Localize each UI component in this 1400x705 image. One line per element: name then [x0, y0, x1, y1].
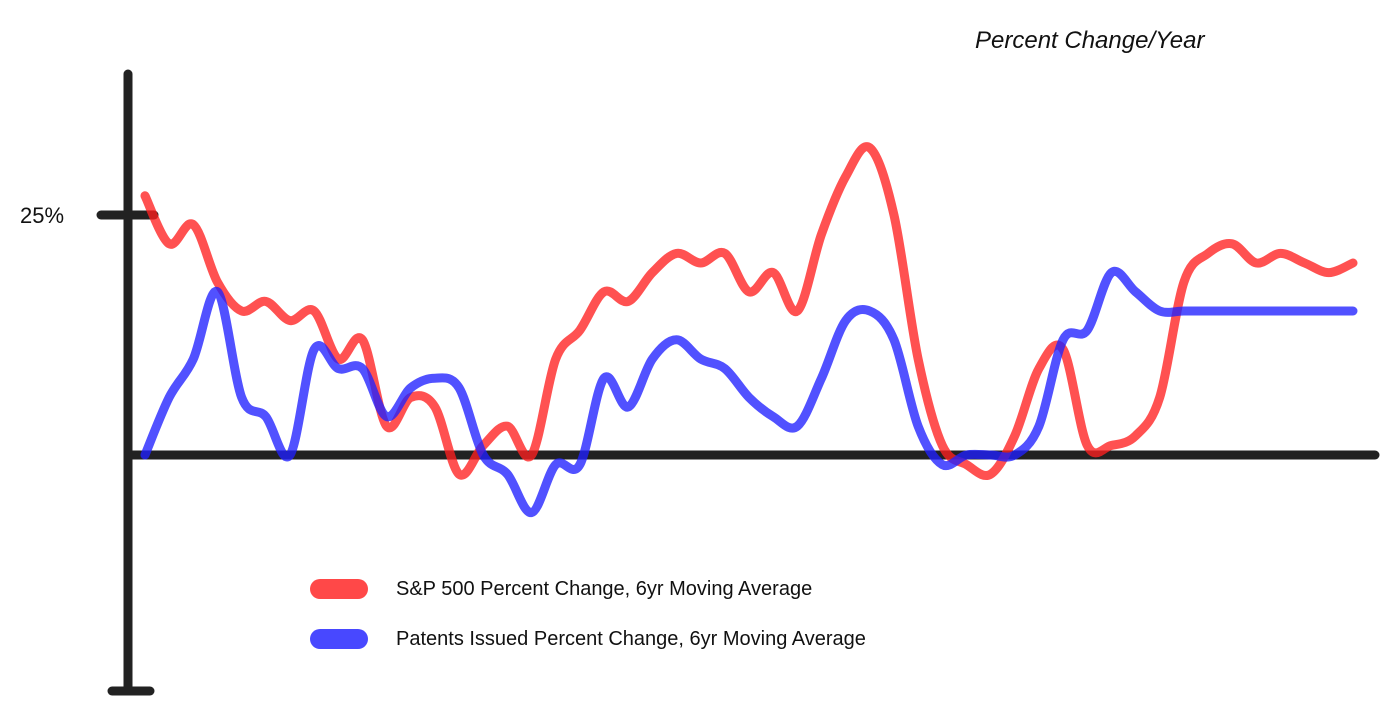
- chart-title: Percent Change/Year: [975, 27, 1205, 54]
- series-layer: [140, 142, 1358, 518]
- tick-layer: 25%: [20, 203, 159, 228]
- legend-label-patents: Patents Issued Percent Change, 6yr Movin…: [396, 628, 866, 650]
- legend: S&P 500 Percent Change, 6yr Moving Avera…: [310, 578, 866, 650]
- legend-label-sp500: S&P 500 Percent Change, 6yr Moving Avera…: [396, 578, 812, 600]
- axes-layer: [107, 69, 1380, 696]
- patents-series-line: [140, 266, 1358, 518]
- y-tick-label: 25%: [20, 203, 64, 228]
- legend-item-sp500: S&P 500 Percent Change, 6yr Moving Avera…: [310, 578, 812, 600]
- legend-item-patents: Patents Issued Percent Change, 6yr Movin…: [310, 628, 866, 650]
- sp500-series-line: [140, 142, 1358, 480]
